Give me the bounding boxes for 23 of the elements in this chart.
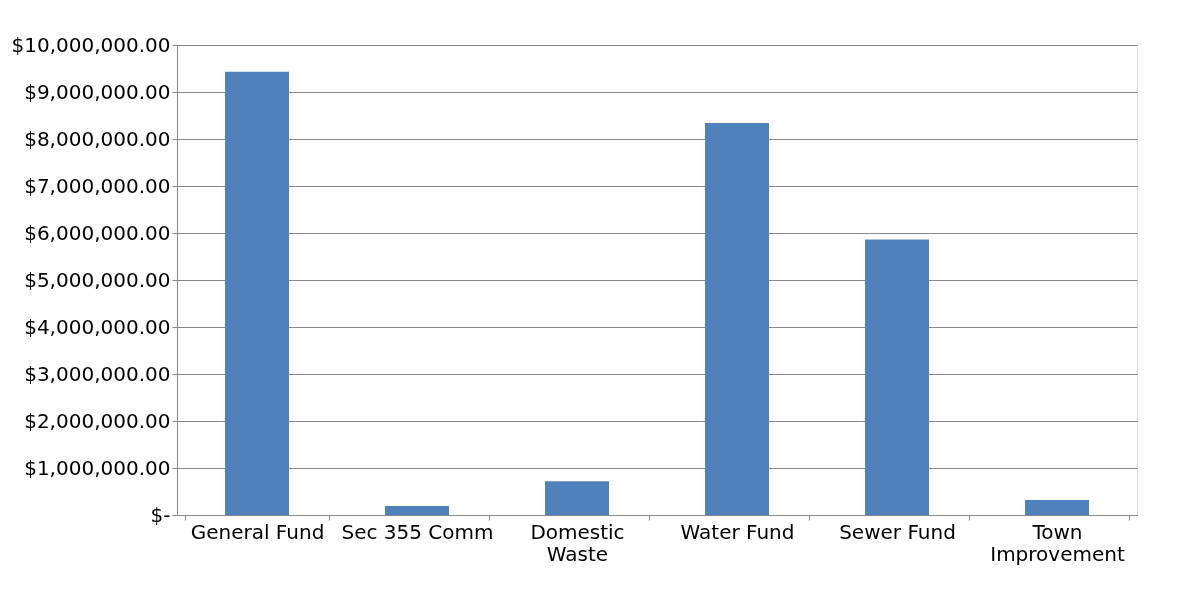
y-tick-label: $9,000,000.00 xyxy=(24,79,171,104)
x-tick-label: Town Improvement xyxy=(990,519,1125,566)
x-tick-label: Sec 355 Comm xyxy=(341,519,494,544)
bar xyxy=(545,481,609,515)
bar xyxy=(225,71,289,515)
x-tick-label: Water Fund xyxy=(680,519,795,544)
bar xyxy=(385,506,449,515)
x-tick-label: General Fund xyxy=(190,519,325,544)
y-tick-label: $- xyxy=(150,502,171,527)
y-tick-label: $10,000,000.00 xyxy=(11,32,171,57)
x-tick-label: Sewer Fund xyxy=(839,519,956,544)
bar xyxy=(1025,499,1089,515)
x-tick-label: Domestic Waste xyxy=(530,519,625,566)
bar xyxy=(705,123,769,515)
y-tick-label: $4,000,000.00 xyxy=(24,314,171,339)
y-tick-label: $1,000,000.00 xyxy=(24,455,171,480)
y-tick-label: $2,000,000.00 xyxy=(24,408,171,433)
y-tick-label: $5,000,000.00 xyxy=(24,267,171,292)
bar xyxy=(865,239,929,515)
y-tick-label: $3,000,000.00 xyxy=(24,361,171,386)
y-tick-label: $8,000,000.00 xyxy=(24,126,171,151)
y-tick-label: $7,000,000.00 xyxy=(24,173,171,198)
y-tick-label: $6,000,000.00 xyxy=(24,220,171,245)
